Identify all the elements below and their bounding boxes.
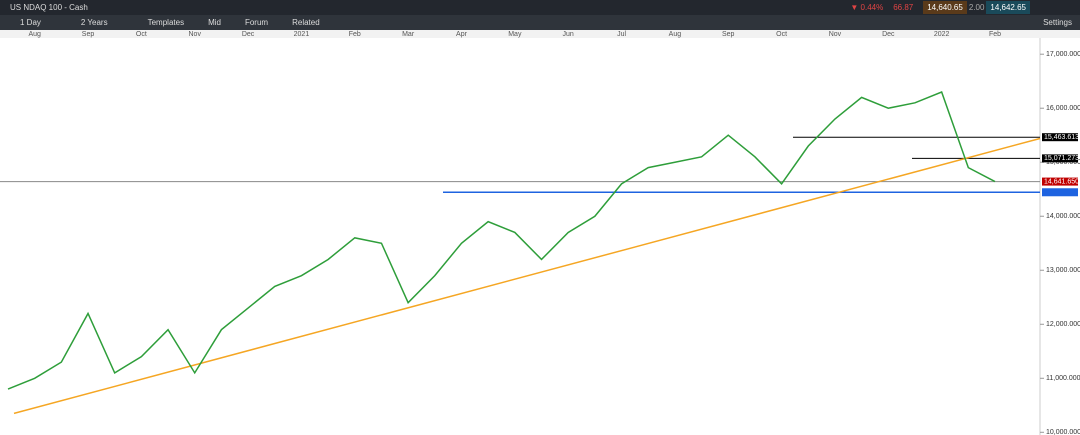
templates-button[interactable]: Templates (147, 18, 185, 27)
x-tick-label: Jul (617, 31, 626, 38)
level-label: 15,463.613 (1044, 134, 1079, 141)
level-label: 14,641.650 (1044, 178, 1079, 185)
x-tick-label: Feb (989, 31, 1001, 38)
toolbar: 1 Day 2 Years Templates Mid Forum Relate… (0, 15, 1080, 30)
price-line (7, 91, 996, 390)
change-pct: ▼ 0.44% (850, 3, 884, 12)
x-tick-label: 2021 (294, 31, 310, 38)
x-tick-label: Dec (242, 31, 255, 38)
forum-button[interactable]: Forum (244, 18, 269, 27)
x-tick-label: Oct (136, 31, 147, 38)
change-abs: 66.87 (893, 3, 914, 12)
buy-price[interactable]: 14,642.65 (986, 1, 1030, 14)
time-axis (0, 30, 1080, 38)
chart: 10,000.000 11,000.000 12,000.000 13,000.000… (0, 30, 1080, 435)
sell-price[interactable]: 14,640.65 (923, 1, 967, 14)
x-tick-label: Sep (722, 31, 735, 38)
x-tick-label: Apr (456, 31, 468, 38)
x-tick-label: Aug (28, 31, 41, 38)
x-tick-label: Aug (669, 31, 682, 38)
related-button[interactable]: Related (292, 18, 320, 27)
settings-button[interactable]: Settings (1043, 18, 1072, 27)
trendline (13, 137, 1041, 415)
title-bar: US NDAQ 100 - Cash ▼ 0.44% 66.87 14,640.… (0, 0, 1080, 15)
level-tag (1042, 177, 1078, 186)
level-label: 15,071.273 (1044, 155, 1079, 162)
x-tick-label: Mar (402, 31, 415, 38)
x-tick-label: Oct (776, 31, 787, 38)
y-tick-label: 16,000.000 (1046, 105, 1080, 112)
level-tag (1042, 188, 1078, 197)
x-tick-label: 2022 (934, 31, 950, 38)
level-tag (1042, 133, 1078, 142)
range-button[interactable]: 2 Years (80, 18, 108, 27)
y-tick-label: 14,000.000 (1046, 213, 1080, 220)
y-tick-label: 13,000.000 (1046, 267, 1080, 274)
interval-button[interactable]: 1 Day (20, 18, 41, 27)
y-tick-label: 11,000.000 (1046, 375, 1080, 382)
y-tick-label: 15,000.000 (1046, 159, 1080, 166)
x-tick-label: Jun (563, 31, 574, 38)
level-tag (1042, 154, 1078, 163)
x-tick-label: Sep (82, 31, 95, 38)
x-tick-label: Nov (829, 31, 842, 38)
instrument[interactable]: US NDAQ 100 - Cash (10, 3, 88, 12)
mid-button[interactable]: Mid (208, 18, 221, 27)
x-tick-label: Nov (189, 31, 202, 38)
x-tick-label: Feb (349, 31, 361, 38)
y-tick-label: 17,000.000 (1046, 51, 1080, 58)
y-tick-label: 10,000.000 (1046, 429, 1080, 435)
y-tick-label: 12,000.000 (1046, 321, 1080, 328)
x-tick-label: May (508, 31, 522, 38)
x-tick-label: Dec (882, 31, 895, 38)
spread: 2.00 (968, 3, 985, 12)
